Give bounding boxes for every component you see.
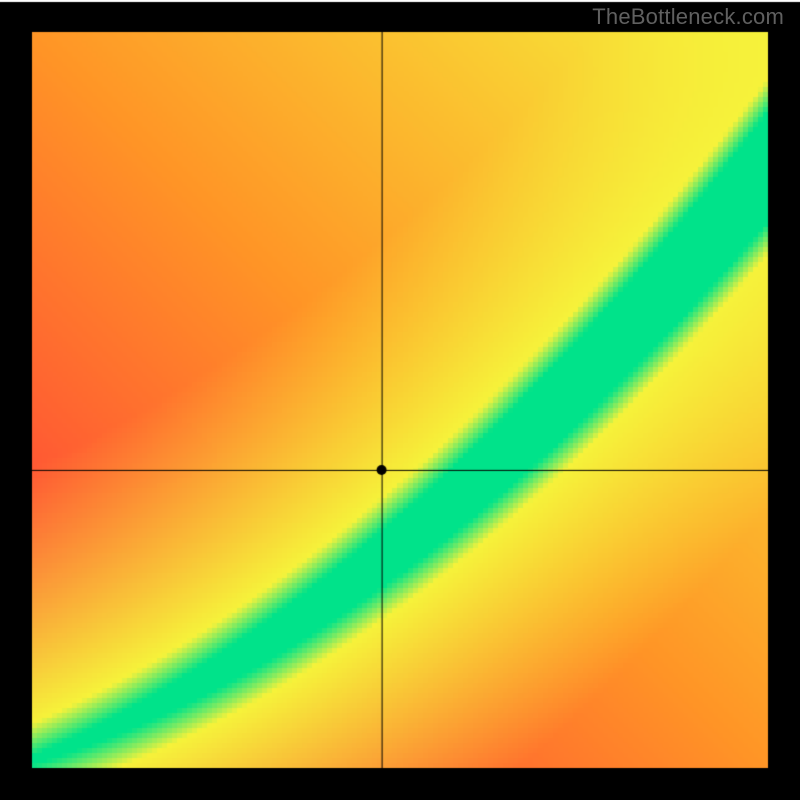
chart-container: TheBottleneck.com (0, 0, 800, 800)
bottleneck-heatmap (0, 0, 800, 800)
watermark-text: TheBottleneck.com (592, 4, 784, 30)
